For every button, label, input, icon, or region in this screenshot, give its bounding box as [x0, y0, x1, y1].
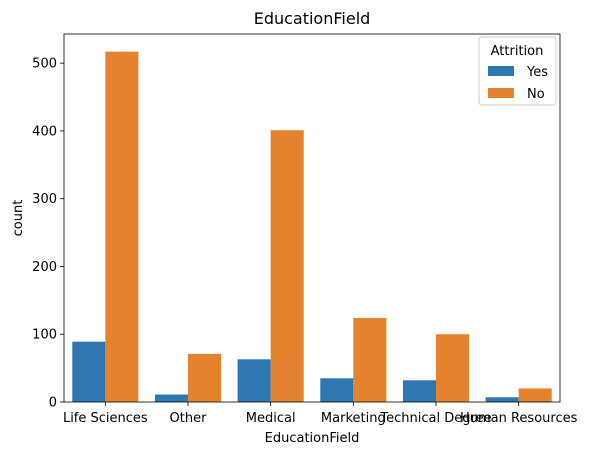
x-tick-label-other: Other	[170, 411, 208, 426]
y-tick-label: 300	[32, 192, 57, 207]
bar-human-resources-no	[518, 388, 552, 402]
legend-title: Attrition	[491, 44, 544, 59]
y-tick-label: 100	[32, 328, 57, 343]
bar-other-yes	[154, 394, 188, 402]
y-axis: 0 100 200 300 400 500	[32, 57, 64, 411]
x-tick-label-medical: Medical	[246, 411, 296, 426]
x-tick-label-marketing: Marketing	[321, 411, 386, 426]
legend-swatch-no	[488, 88, 514, 98]
legend-label-no: No	[527, 87, 545, 102]
bar-marketing-no	[353, 317, 387, 402]
chart-title: EducationField	[254, 9, 371, 28]
x-axis: Life Sciences Other Medical MarketingTechni…	[63, 402, 578, 426]
y-tick-label: 0	[49, 396, 57, 411]
y-tick-label: 400	[32, 124, 57, 139]
x-tick-label-technical-degree: Technical Degree	[379, 411, 491, 426]
legend: Attrition Yes No	[478, 36, 557, 106]
legend-swatch-yes	[488, 66, 514, 76]
bar-human-resources-yes	[485, 397, 519, 402]
y-axis-label: count	[11, 200, 26, 237]
plot-frame	[63, 33, 561, 403]
y-tick-label: 500	[32, 57, 57, 72]
y-tick-label: 200	[32, 260, 57, 275]
x-tick-label-life-sciences: Life Sciences	[63, 411, 148, 426]
bar-life-sciences-yes	[72, 341, 106, 402]
legend-label-yes: Yes	[526, 65, 548, 80]
bar-marketing-yes	[320, 378, 354, 402]
bar-other-no	[188, 353, 222, 402]
bar-technical-degree-no	[436, 334, 470, 402]
x-tick-label-human-resources: Human Resources	[460, 411, 578, 426]
x-axis-label: EducationField	[265, 431, 360, 446]
bar-medical-no	[270, 130, 304, 403]
bar-life-sciences-no	[105, 51, 139, 403]
bar-medical-yes	[237, 359, 271, 402]
bar-technical-degree-yes	[402, 380, 436, 402]
bars-group	[72, 51, 552, 403]
